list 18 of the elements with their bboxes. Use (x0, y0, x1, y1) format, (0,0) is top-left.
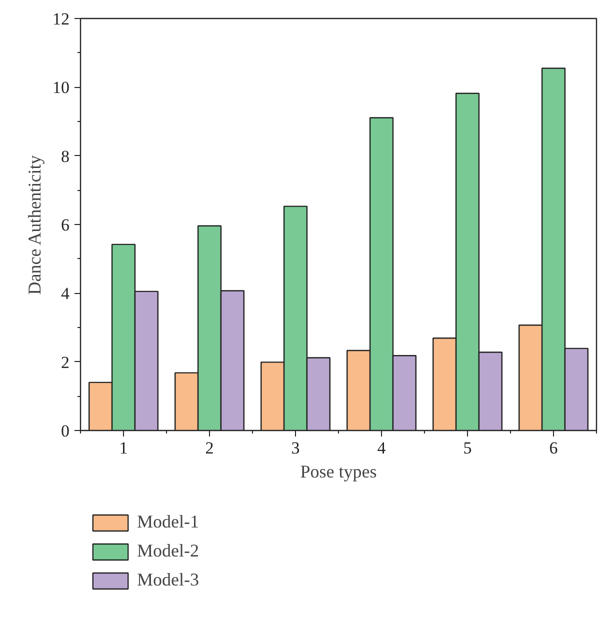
y-tick-label: 4 (61, 284, 70, 304)
x-axis-title: Pose types (300, 462, 377, 482)
legend-label: Model-2 (137, 540, 199, 562)
y-axis-title: Dance Authenticity (24, 155, 44, 295)
x-tick-label: 2 (205, 438, 214, 458)
y-tick-label: 10 (52, 78, 70, 98)
y-tick-label: 12 (52, 10, 70, 28)
legend-label: Model-3 (137, 570, 199, 591)
y-tick-label: 2 (61, 352, 70, 372)
x-tick-label: 1 (119, 438, 128, 458)
x-tick-label: 6 (549, 438, 558, 458)
x-tick-label: 3 (291, 438, 300, 458)
x-tick-label: 5 (463, 438, 472, 458)
y-tick-label: 6 (61, 216, 70, 234)
legend-label: Model-1 (137, 512, 199, 533)
x-tick-label: 4 (377, 438, 386, 458)
y-tick-label: 0 (61, 422, 70, 440)
y-tick-label: 8 (61, 146, 70, 166)
